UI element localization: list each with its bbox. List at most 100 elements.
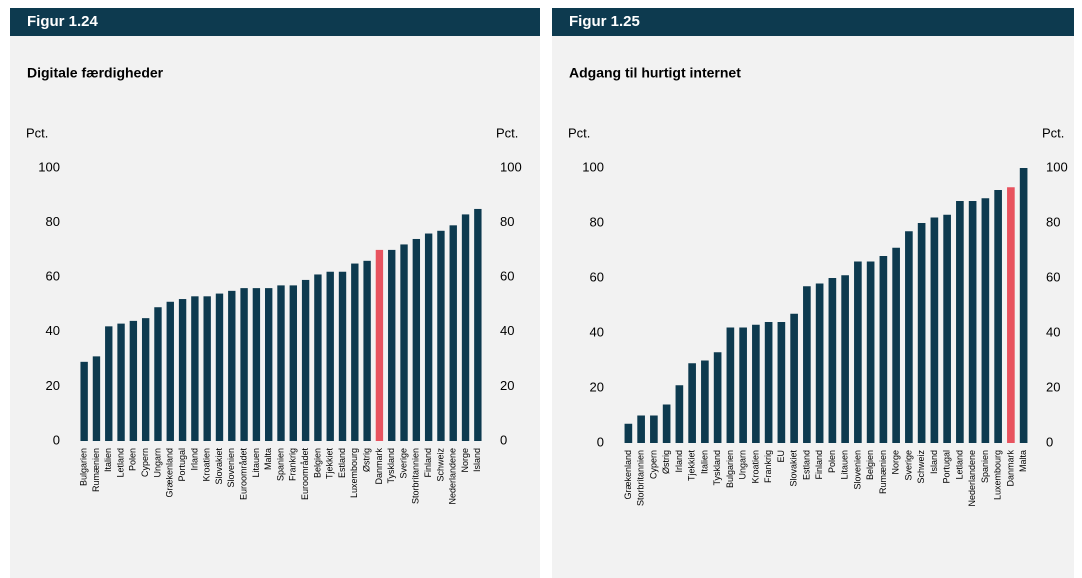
y-axis-label: Pct. (26, 125, 48, 140)
bar (338, 271, 347, 441)
x-tick-label: Grækenland (623, 450, 633, 500)
y-axis-label: Pct. (568, 125, 590, 140)
bar (701, 360, 709, 443)
x-tick-label: Cypern (648, 450, 658, 479)
bar (1007, 187, 1015, 443)
y2-tick-label: 20 (1046, 379, 1060, 394)
bar (917, 223, 926, 443)
x-tick-label: Euroområdet (300, 448, 310, 501)
x-tick-label: Nederlandene (448, 448, 458, 505)
bar (363, 260, 371, 441)
y-tick-label: 0 (53, 432, 60, 447)
chart-title: Adgang til hurtigt internet (569, 65, 741, 81)
x-tick-label: Litauen (251, 448, 261, 478)
bar (92, 356, 101, 441)
x-tick-label: Schweiz (916, 450, 926, 484)
x-tick-label: Italien (103, 448, 113, 472)
x-tick-label: Malta (263, 448, 273, 470)
x-tick-label: Litauen (840, 450, 850, 480)
x-tick-label: Østrig (361, 448, 371, 472)
x-tick-label: Storbritannien (636, 450, 646, 506)
x-tick-label: Rumænien (878, 450, 888, 494)
bar (739, 327, 747, 443)
y2-tick-label: 0 (1046, 434, 1053, 449)
x-tick-label: Estland (337, 448, 347, 478)
bar (777, 322, 786, 443)
bar (624, 423, 633, 443)
x-tick-label: Frankrig (763, 450, 773, 483)
bar (412, 238, 421, 441)
x-tick-label: Tjekkiet (687, 450, 697, 482)
x-tick-label: Norge (460, 448, 470, 473)
x-tick-label: Grækenland (165, 448, 175, 498)
bar (351, 263, 359, 441)
bar (289, 285, 297, 441)
bar (191, 296, 199, 441)
y-tick-label: 20 (590, 379, 604, 394)
y-tick-label: 60 (590, 269, 604, 284)
x-tick-label: Spanien (980, 450, 990, 483)
x-tick-label: Island (472, 448, 482, 472)
bar (866, 261, 875, 443)
y2-tick-label: 80 (500, 214, 514, 229)
x-tick-label: Luxembourg (993, 450, 1003, 500)
bar (841, 275, 849, 443)
x-tick-label: Polen (128, 448, 138, 471)
bar (105, 326, 113, 441)
x-tick-label: Bulgarien (79, 448, 89, 486)
bar (637, 415, 645, 443)
x-tick-label: Cypern (140, 448, 150, 477)
bar (956, 201, 964, 443)
bar (240, 288, 248, 441)
y2-tick-label: 100 (1046, 159, 1068, 174)
x-tick-label: Tyskland (712, 450, 722, 486)
panel-header (552, 8, 1074, 36)
x-tick-label: Ungarn (738, 450, 748, 480)
x-tick-label: Slovenien (226, 448, 236, 488)
y-tick-label: 60 (46, 269, 60, 284)
bar (474, 208, 482, 441)
bar (375, 249, 384, 441)
bar (277, 285, 285, 441)
x-tick-label: Portugal (942, 450, 952, 484)
x-tick-label: Finland (423, 448, 433, 478)
bar (994, 190, 1002, 443)
bar (129, 320, 138, 441)
bar (314, 274, 322, 441)
y2-tick-label: 40 (1046, 324, 1060, 339)
x-tick-label: Sverige (398, 448, 408, 479)
bar (178, 299, 187, 441)
bar (726, 327, 735, 443)
x-tick-label: Spanien (275, 448, 285, 481)
x-tick-label: Kroatien (750, 450, 760, 484)
bar (828, 278, 837, 443)
bar (803, 286, 811, 443)
bar (879, 256, 888, 443)
bar (301, 279, 310, 441)
y2-tick-label: 20 (500, 378, 514, 393)
y2-tick-label: 80 (1046, 214, 1060, 229)
y2-tick-label: 40 (500, 323, 514, 338)
bar (265, 288, 273, 441)
y-tick-label: 20 (46, 378, 60, 393)
bar (424, 233, 433, 441)
x-tick-label: Estland (801, 450, 811, 480)
y-tick-label: 80 (46, 214, 60, 229)
bar (326, 271, 334, 441)
bar (930, 217, 939, 443)
bar (437, 230, 445, 441)
x-tick-label: Belgien (865, 450, 875, 480)
bar (400, 244, 408, 441)
bar (892, 247, 900, 443)
bar (943, 214, 951, 443)
x-tick-label: Danmark (1005, 450, 1015, 487)
y-tick-label: 100 (38, 159, 60, 174)
x-tick-label: Portugal (177, 448, 187, 482)
bar (650, 415, 658, 443)
x-tick-label: Nederlandene (967, 450, 977, 507)
bar (166, 301, 174, 441)
x-tick-label: Schweiz (435, 448, 445, 482)
bar (154, 307, 162, 441)
y-tick-label: 80 (590, 214, 604, 229)
panel (10, 8, 540, 578)
